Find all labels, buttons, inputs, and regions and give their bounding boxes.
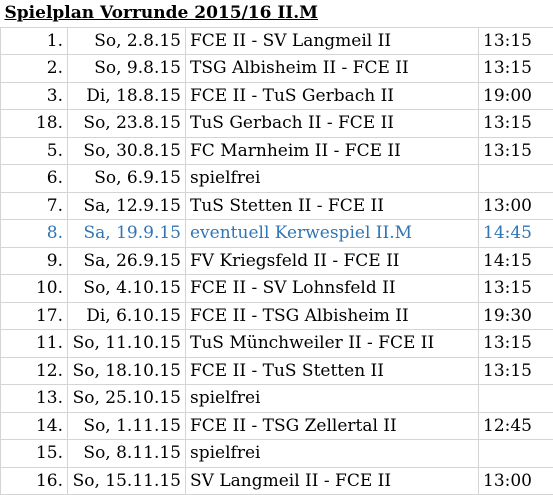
fixture: FCE II - SV Langmeil II — [185, 26, 479, 55]
match-number: 15. — [0, 439, 68, 468]
kickoff-time: 13:15 — [478, 136, 553, 165]
match-number: 16. — [0, 466, 68, 495]
kickoff-time — [478, 384, 553, 413]
kickoff-time — [478, 439, 553, 468]
match-number: 13. — [0, 384, 68, 413]
date: Sa, 19.9.15 — [67, 219, 186, 248]
kickoff-time: 13:15 — [478, 26, 553, 55]
match-number: 17. — [0, 301, 68, 330]
fixture: FCE II - TSG Albisheim II — [185, 301, 479, 330]
title: Spielplan Vorrunde 2015/16 II.M — [4, 3, 319, 24]
match-number: 5. — [0, 136, 68, 165]
fixture: spielfrei — [185, 384, 479, 413]
match-row: 1. So, 2.8.15 FCE II - SV Langmeil II 13:15 — [0, 26, 553, 55]
date: Sa, 26.9.15 — [67, 246, 186, 275]
match-number: 11. — [0, 329, 68, 358]
fixture: FCE II - TuS Stetten II — [185, 356, 479, 385]
date: So, 9.8.15 — [67, 54, 186, 83]
kickoff-time: 13:00 — [478, 466, 553, 495]
kickoff-time: 13:15 — [478, 356, 553, 385]
kickoff-time: 13:00 — [478, 191, 553, 220]
kickoff-time: 19:00 — [478, 81, 553, 110]
kickoff-time: 13:15 — [478, 329, 553, 358]
match-number: 8. — [0, 219, 68, 248]
fixture: spielfrei — [185, 164, 479, 193]
kickoff-time: 14:45 — [478, 219, 553, 248]
match-number: 3. — [0, 81, 68, 110]
fixture: TuS Gerbach II - FCE II — [185, 109, 479, 138]
fixture: FC Marnheim II - FCE II — [185, 136, 479, 165]
match-row: 15. So, 8.11.15 spielfrei — [0, 439, 553, 468]
match-row: 16. So, 15.11.15 SV Langmeil II - FCE II 13… — [0, 466, 553, 495]
fixture: TuS Münchweiler II - FCE II — [185, 329, 479, 358]
fixture: TuS Stetten II - FCE II — [185, 191, 479, 220]
match-row: 2. So, 9.8.15 TSG Albisheim II - FCE II 13:… — [0, 54, 553, 83]
fixture: FV Kriegsfeld II - FCE II — [185, 246, 479, 275]
match-number: 12. — [0, 356, 68, 385]
match-row: 18. So, 23.8.15 TuS Gerbach II - FCE II 13:… — [0, 109, 553, 138]
match-row: 14. So, 1.11.15 FCE II - TSG Zellertal II 1… — [0, 411, 553, 440]
fixture: TSG Albisheim II - FCE II — [185, 54, 479, 83]
kickoff-time: 19:30 — [478, 301, 553, 330]
date: So, 8.11.15 — [67, 439, 186, 468]
kickoff-time: 13:15 — [478, 54, 553, 83]
date: Di, 18.8.15 — [67, 81, 186, 110]
fixture: spielfrei — [185, 439, 479, 468]
match-number: 6. — [0, 164, 68, 193]
date: Sa, 12.9.15 — [67, 191, 186, 220]
title-row: Spielplan Vorrunde 2015/16 II.M — [1, 0, 553, 27]
match-row: 10. So, 4.10.15 FCE II - SV Lohnsfeld II 13… — [0, 274, 553, 303]
match-number: 18. — [0, 109, 68, 138]
kickoff-time: 12:45 — [478, 411, 553, 440]
match-number: 1. — [0, 26, 68, 55]
date: So, 2.8.15 — [67, 26, 186, 55]
match-row: 9. Sa, 26.9.15 FV Kriegsfeld II - FCE II 14… — [0, 246, 553, 275]
fixture: FCE II - SV Lohnsfeld II — [185, 274, 479, 303]
date: So, 30.8.15 — [67, 136, 186, 165]
match-row: 11. So, 11.10.15 TuS Münchweiler II - FCE … — [0, 329, 553, 358]
match-number: 7. — [0, 191, 68, 220]
match-row: 7. Sa, 12.9.15 TuS Stetten II - FCE II 13:0… — [0, 191, 553, 220]
match-row: 5. So, 30.8.15 FC Marnheim II - FCE II 13:1… — [0, 136, 553, 165]
match-number: 2. — [0, 54, 68, 83]
date: So, 25.10.15 — [67, 384, 186, 413]
match-number: 14. — [0, 411, 68, 440]
match-row: 12. So, 18.10.15 FCE II - TuS Stetten II 13… — [0, 356, 553, 385]
kickoff-time: 14:15 — [478, 246, 553, 275]
date: So, 18.10.15 — [67, 356, 186, 385]
match-row: 6. So, 6.9.15 spielfrei — [0, 164, 553, 193]
date: So, 6.9.15 — [67, 164, 186, 193]
fixture: SV Langmeil II - FCE II — [185, 466, 479, 495]
kickoff-time — [478, 164, 553, 193]
match-row: 13. So, 25.10.15 spielfrei — [0, 384, 553, 413]
match-number: 9. — [0, 246, 68, 275]
kickoff-time: 13:15 — [478, 109, 553, 138]
match-number: 10. — [0, 274, 68, 303]
fixture: FCE II - TuS Gerbach II — [185, 81, 479, 110]
match-row: 3. Di, 18.8.15 FCE II - TuS Gerbach II 19:0… — [0, 81, 553, 110]
date: Di, 6.10.15 — [67, 301, 186, 330]
kickoff-time: 13:15 — [478, 274, 553, 303]
date: So, 11.10.15 — [67, 329, 186, 358]
match-row: 8. Sa, 19.9.15 eventuell Kerwespiel II.M 14… — [0, 219, 553, 248]
match-row: 17. Di, 6.10.15 FCE II - TSG Albisheim II 1… — [0, 301, 553, 330]
fixture: eventuell Kerwespiel II.M — [185, 219, 479, 248]
date: So, 1.11.15 — [67, 411, 186, 440]
fixture: FCE II - TSG Zellertal II — [185, 411, 479, 440]
date: So, 4.10.15 — [67, 274, 186, 303]
date: So, 23.8.15 — [67, 109, 186, 138]
date: So, 15.11.15 — [67, 466, 186, 495]
